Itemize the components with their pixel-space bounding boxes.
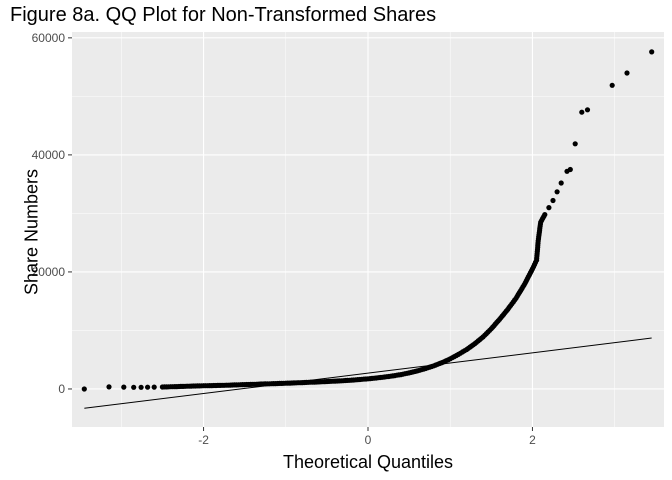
- data-point: [584, 107, 591, 113]
- data-points: [81, 49, 655, 392]
- data-point: [579, 109, 585, 115]
- data-point: [649, 49, 655, 55]
- x-tick-label: 0: [365, 433, 372, 447]
- x-tick-label: -2: [198, 433, 209, 447]
- data-point: [550, 197, 556, 204]
- x-tick-label: 2: [529, 433, 536, 447]
- data-point: [121, 384, 127, 390]
- data-point: [151, 384, 157, 390]
- data-point: [567, 166, 573, 173]
- data-point: [558, 180, 564, 186]
- reference-line: [84, 337, 652, 409]
- y-tick-label: 20000: [32, 265, 66, 279]
- data-point: [554, 189, 560, 195]
- data-point: [546, 205, 552, 211]
- data-point: [138, 384, 144, 390]
- y-tick-label: 0: [58, 382, 65, 396]
- data-point: [624, 70, 630, 76]
- data-point: [145, 384, 151, 390]
- y-tick-label: 60000: [32, 31, 66, 45]
- y-axis: 0 20000 40000 60000: [32, 31, 72, 396]
- data-point: [131, 384, 137, 390]
- x-axis-title: Theoretical Quantiles: [282, 452, 454, 472]
- y-tick-label: 40000: [32, 148, 66, 162]
- data-point: [542, 212, 548, 218]
- data-point: [609, 82, 615, 88]
- data-point: [81, 386, 87, 392]
- x-axis: -2 0 2: [198, 427, 536, 447]
- data-point: [106, 384, 112, 390]
- y-axis-title: Share Numbers: [21, 168, 42, 296]
- data-point: [572, 141, 578, 147]
- chart-title: Figure 8a. QQ Plot for Non-Transformed S…: [10, 4, 437, 26]
